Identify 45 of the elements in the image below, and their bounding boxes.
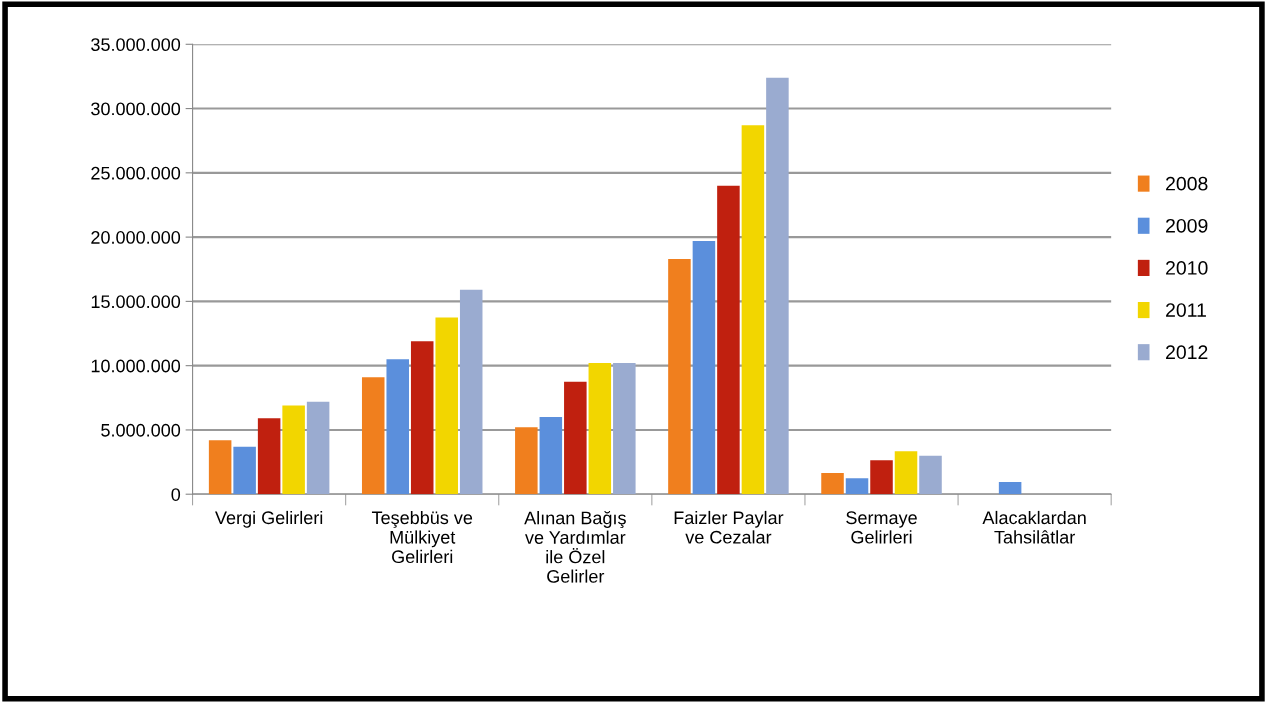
bar	[361, 377, 385, 495]
bar	[233, 446, 256, 495]
x-tick-label: Alacaklardan Tahsilâtlar	[982, 510, 1086, 544]
legend-label: 2011	[1166, 303, 1206, 317]
bar	[208, 440, 232, 495]
bar	[459, 289, 483, 495]
bar	[821, 473, 844, 495]
y-tick-label: 10.000.000	[91, 359, 181, 373]
bar	[410, 341, 434, 495]
bar	[588, 363, 612, 495]
x-tick-label: Faizler Paylar ve Cezalar	[674, 510, 784, 544]
x-tick-label: Sermaye Gelirleri	[846, 511, 917, 544]
bar	[741, 125, 765, 495]
bar	[998, 482, 1022, 495]
bar	[539, 417, 563, 495]
bar	[845, 478, 869, 495]
bar	[668, 258, 691, 495]
y-tick-label: 35.000.000	[91, 38, 181, 52]
bar	[435, 317, 458, 495]
bar	[870, 460, 893, 495]
bar	[282, 405, 305, 495]
bar	[564, 381, 587, 495]
y-tick-label: 25.000.000	[91, 166, 181, 180]
x-tick-label: Alınan Bağış ve Yardımlar ile Özel Gelirler	[524, 510, 626, 583]
legend-label: 2012	[1166, 345, 1208, 360]
x-tick-label: Teşebbüs ve Mülkiyet Gelirleri	[371, 510, 473, 564]
bar	[717, 185, 740, 495]
y-tick-label: 15.000.000	[91, 295, 181, 309]
y-tick-label: 5.000.000	[101, 423, 181, 437]
bar	[613, 363, 636, 495]
y-tick-label: 0	[171, 488, 181, 501]
y-tick-label: 20.000.000	[91, 231, 181, 244]
bar	[257, 418, 281, 495]
bar	[306, 401, 330, 495]
bar	[692, 240, 716, 495]
bar	[386, 359, 409, 495]
bar	[894, 451, 918, 495]
legend-label: 2009	[1166, 218, 1208, 233]
legend-label: 2010	[1166, 261, 1208, 275]
bar	[515, 427, 538, 495]
legend-label: 2008	[1166, 176, 1208, 191]
x-tick-label: Vergi Gelirleri	[215, 510, 323, 528]
bar	[766, 77, 789, 495]
y-tick-label: 30.000.000	[91, 102, 181, 116]
bar	[919, 455, 942, 495]
